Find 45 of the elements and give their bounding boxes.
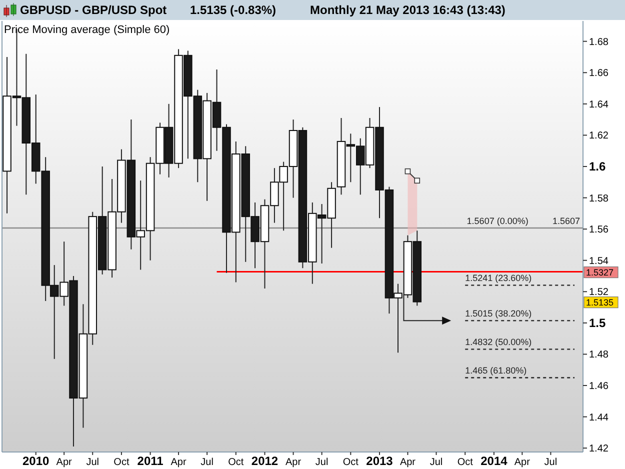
ref-line-label: 1.5607 (0.00%) — [466, 216, 528, 226]
text: 1.5135 (-0.83%) — [190, 3, 276, 17]
x-tick-label: Jul — [315, 457, 328, 468]
annotation: 1.4832 (50.00%) — [465, 337, 532, 348]
y-tick-label: 1.42 — [589, 444, 609, 455]
x-tick-label: 2010 — [22, 454, 50, 468]
x-tick-label: Jul — [200, 457, 214, 468]
annotation: 1.5135 — [586, 297, 614, 308]
chart-title: GBPUSD - GBP/USD Spot — [20, 3, 167, 17]
y-tick-label: 1.68 — [589, 36, 609, 48]
x-tick-label: Oct — [114, 457, 130, 468]
y-tick-label: 1.54 — [589, 256, 609, 267]
y-tick-label: 1.5 — [589, 316, 606, 330]
annotation: 1.5607 — [552, 216, 580, 226]
y-tick-label: 1.6 — [589, 160, 606, 174]
y-tick-label: 1.48 — [589, 350, 609, 361]
x-tick-label: Jul — [86, 457, 100, 468]
y-tick-label: 1.62 — [589, 130, 609, 142]
x-tick-label: Apr — [170, 457, 187, 468]
x-tick-label: 2014 — [480, 454, 508, 468]
y-tick-label: 1.46 — [589, 381, 609, 392]
y-tick-label: 1.56 — [589, 224, 609, 236]
y-tick-label: 1.52 — [589, 287, 609, 298]
x-tick-label: 2011 — [137, 454, 164, 468]
x-tick-label: 2013 — [366, 454, 394, 468]
x-tick-label: Oct — [457, 457, 474, 468]
y-tick-label: 1.58 — [589, 193, 609, 204]
y-tick-label: 1.44 — [589, 412, 609, 424]
x-tick-label: Apr — [514, 457, 531, 468]
x-tick-label: Jul — [430, 457, 443, 468]
x-tick-label: Apr — [286, 457, 302, 468]
y-tick-label: 1.64 — [589, 99, 609, 110]
x-tick-label: Oct — [342, 457, 359, 468]
x-tick-label: Oct — [228, 457, 244, 468]
chart-subtitle: Price Moving average (Simple 60) — [4, 24, 170, 36]
x-tick-label: Apr — [400, 457, 416, 468]
annotation: 1.465 (61.80%) — [465, 366, 527, 376]
annotation: 1.5015 (38.20%) — [465, 308, 532, 319]
y-tick-label: 1.66 — [589, 68, 609, 80]
annotation: 1.5327 — [586, 267, 614, 278]
text: Monthly 21 May 2013 16:43 (13:43) — [310, 3, 506, 17]
x-tick-label: 2012 — [251, 454, 278, 468]
x-tick-label: Apr — [56, 457, 73, 468]
annotation: 1.5241 (23.60%) — [465, 273, 532, 284]
x-tick-label: Jul — [544, 457, 558, 468]
